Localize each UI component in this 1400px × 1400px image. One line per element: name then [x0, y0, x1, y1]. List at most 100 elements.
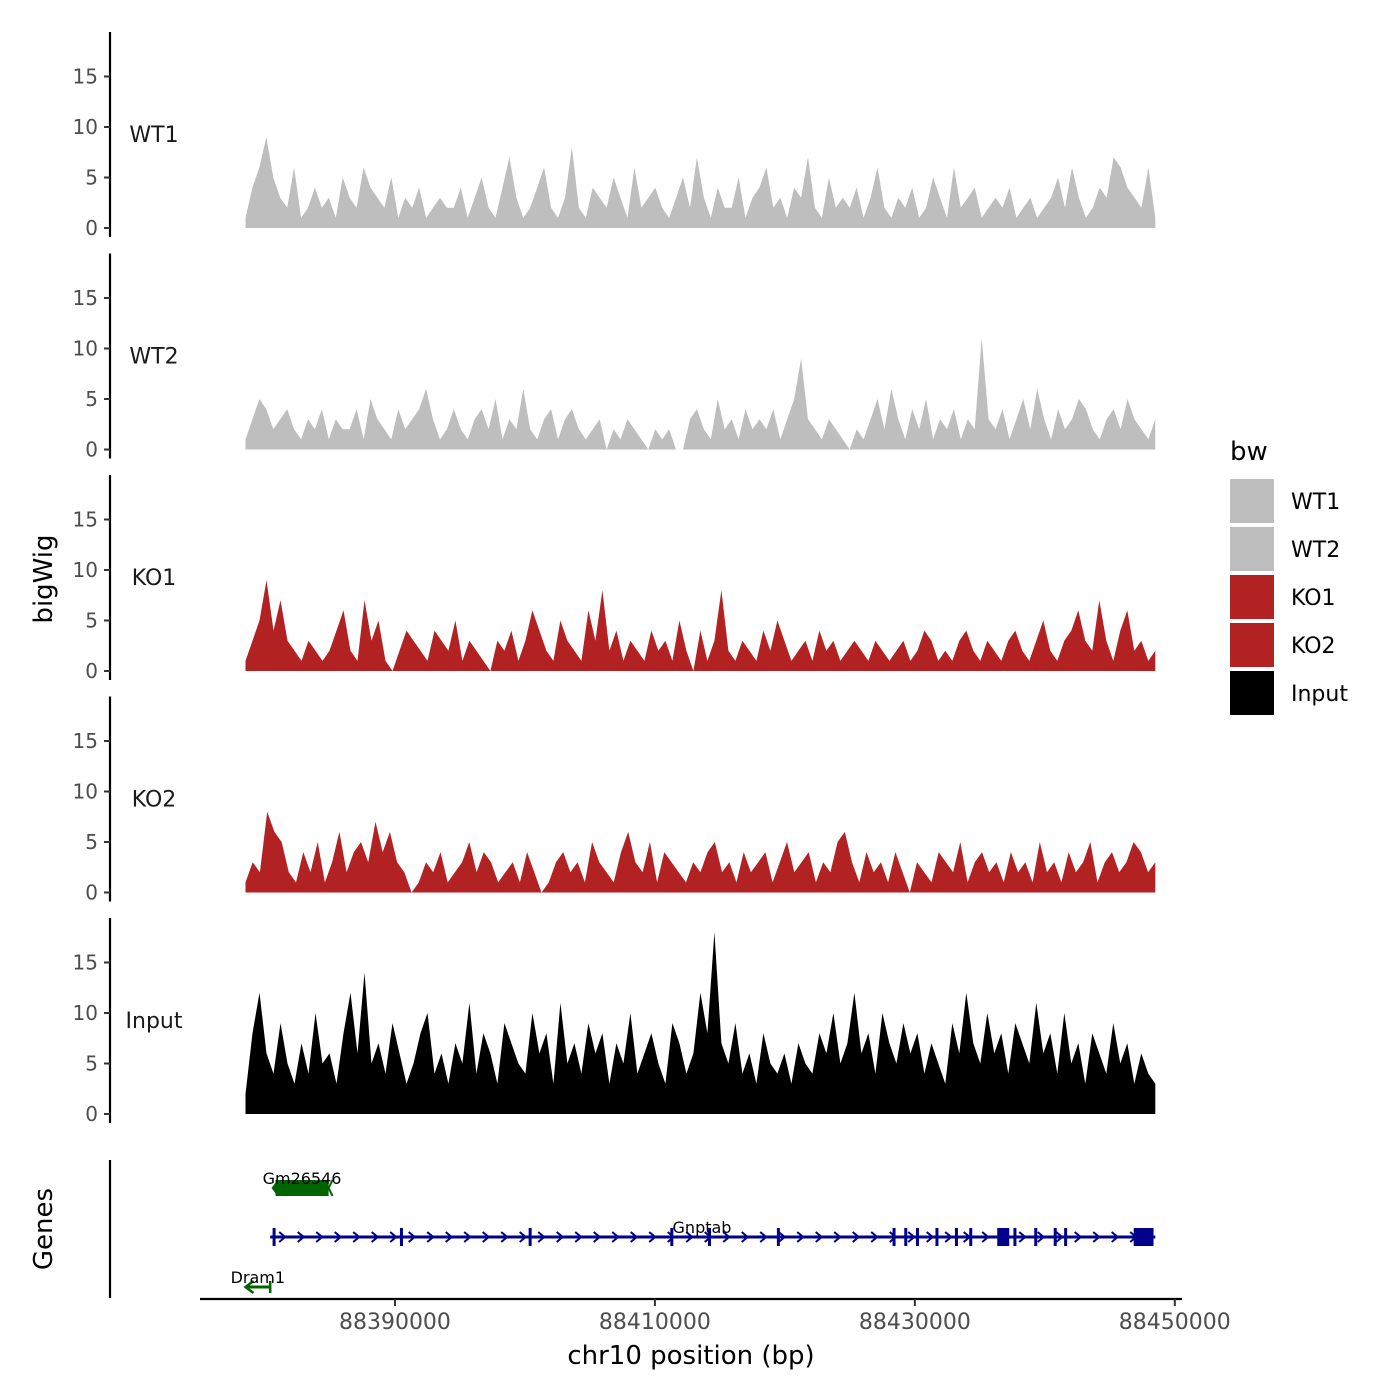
legend-swatch: [1230, 671, 1274, 715]
gene-end: [327, 1179, 334, 1197]
strand-arrow: [1018, 1231, 1027, 1243]
track-label: WT1: [129, 123, 178, 148]
legend-swatch: [1230, 575, 1274, 619]
y-tick-label: 10: [73, 1001, 98, 1025]
track-panels: 0 5 10 15 WT1 0 5 10 15 WT2 0 5 10 15 KO1 0 5 10 15 KO2 0 5 10…: [73, 32, 1156, 1126]
gene-dram1: Dram1: [231, 1268, 285, 1294]
y-tick-label: 5: [85, 609, 98, 633]
signal-area-wt2: [245, 338, 1156, 450]
gene-label: Dram1: [231, 1268, 285, 1287]
y-tick-label: 15: [73, 65, 98, 89]
y-tick-label: 15: [73, 951, 98, 975]
strand-arrow: [445, 1231, 454, 1243]
strand-arrow: [833, 1231, 842, 1243]
legend-label: KO2: [1291, 634, 1336, 659]
strand-arrow: [667, 1231, 676, 1243]
legend: bw WT1 WT2 KO1 KO2 Input: [1230, 437, 1348, 715]
strand-arrow: [926, 1231, 935, 1243]
y-tick-label: 10: [73, 115, 98, 139]
strand-arrow: [685, 1231, 694, 1243]
signal-area-input: [245, 932, 1156, 1114]
exon-block: [997, 1228, 1010, 1246]
strand-arrow: [741, 1231, 750, 1243]
strand-arrow: [371, 1231, 380, 1243]
strand-arrow: [815, 1231, 824, 1243]
strand-arrow: [426, 1231, 435, 1243]
y-tick-label: 0: [85, 659, 98, 683]
strand-arrow: [870, 1231, 879, 1243]
strand-arrow: [722, 1231, 731, 1243]
gene-label: Gnptab: [673, 1218, 732, 1237]
strand-arrow: [907, 1231, 916, 1243]
legend-item-wt2: WT2: [1230, 527, 1340, 571]
legend-swatch: [1230, 479, 1274, 523]
legend-item-ko2: KO2: [1230, 623, 1336, 667]
gene-label: Gm26546: [263, 1169, 342, 1188]
y-tick-label: 0: [85, 438, 98, 462]
x-tick-label: 88430000: [859, 1310, 971, 1335]
signal-area-ko1: [245, 580, 1156, 671]
strand-arrow: [648, 1231, 657, 1243]
x-axis-ticks: 88390000 88410000 88430000 88450000: [339, 1299, 1231, 1335]
track-wt1: 0 5 10 15 WT1: [73, 32, 1156, 240]
strand-arrow: [630, 1231, 639, 1243]
strand-arrow: [537, 1231, 546, 1243]
track-label: WT2: [129, 345, 178, 370]
y-tick-label: 0: [85, 216, 98, 240]
track-ko2: 0 5 10 15 KO2: [73, 696, 1156, 905]
legend-item-input: Input: [1230, 671, 1348, 715]
y-tick-label: 10: [73, 780, 98, 804]
y-axis-title: bigWig: [29, 534, 59, 623]
track-wt2: 0 5 10 15 WT2: [73, 253, 1156, 462]
strand-arrow: [315, 1231, 324, 1243]
track-ko1: 0 5 10 15 KO1: [73, 475, 1156, 683]
strand-arrow: [759, 1231, 768, 1243]
signal-area-wt1: [245, 137, 1156, 228]
gene-body: [275, 1180, 329, 1196]
legend-label: KO1: [1291, 586, 1336, 611]
strand-arrow: [574, 1231, 583, 1243]
gene-gm26546: Gm26546: [263, 1169, 342, 1197]
strand-arrow: [611, 1231, 620, 1243]
track-label: Input: [126, 1009, 183, 1034]
strand-arrow: [1055, 1231, 1064, 1243]
legend-title: bw: [1230, 437, 1268, 467]
strand-arrow: [889, 1231, 898, 1243]
exon-block: [1141, 1228, 1154, 1246]
y-tick-label: 15: [73, 286, 98, 310]
track-label: KO1: [132, 566, 177, 591]
strand-arrow: [243, 1280, 255, 1294]
legend-label: WT2: [1291, 538, 1340, 563]
strand-arrow: [463, 1231, 472, 1243]
y-tick-label: 5: [85, 387, 98, 411]
strand-arrow: [1092, 1231, 1101, 1243]
x-axis-title: chr10 position (bp): [567, 1341, 814, 1371]
legend-label: WT1: [1291, 490, 1340, 515]
strand-arrow: [1074, 1231, 1083, 1243]
strand-arrow: [500, 1231, 509, 1243]
strand-arrow: [852, 1231, 861, 1243]
strand-arrow: [778, 1231, 787, 1243]
y-tick-label: 0: [85, 881, 98, 905]
strand-arrow: [593, 1231, 602, 1243]
strand-arrow: [297, 1231, 306, 1243]
x-tick-label: 88410000: [599, 1310, 711, 1335]
track-label: KO2: [132, 788, 177, 813]
strand-arrow: [796, 1231, 805, 1243]
genes-axis-title: Genes: [29, 1188, 59, 1270]
y-tick-label: 15: [73, 508, 98, 532]
strand-arrow: [1111, 1231, 1120, 1243]
y-tick-label: 15: [73, 729, 98, 753]
strand-arrow: [334, 1231, 343, 1243]
strand-arrow: [482, 1231, 491, 1243]
y-tick-label: 10: [73, 558, 98, 582]
legend-label: Input: [1291, 682, 1348, 707]
legend-swatch: [1230, 623, 1274, 667]
legend-swatch: [1230, 527, 1274, 571]
strand-arrow: [408, 1231, 417, 1243]
strand-arrow: [271, 1180, 278, 1196]
track-input: 0 5 10 15 Input: [73, 918, 1156, 1126]
strand-arrow: [278, 1231, 287, 1243]
x-tick-label: 88450000: [1119, 1310, 1231, 1335]
